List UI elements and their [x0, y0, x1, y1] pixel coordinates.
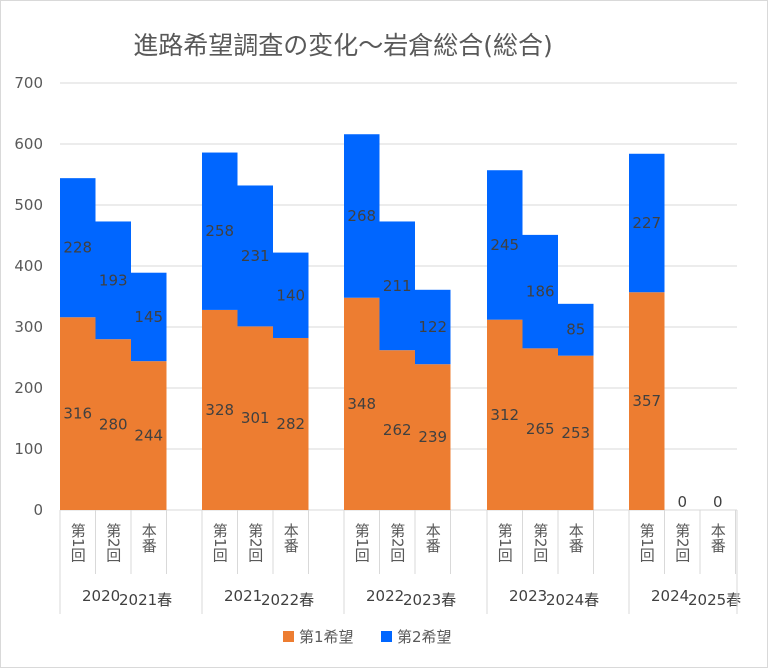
data-label-second-choice: 85 — [566, 321, 585, 339]
data-label-second-choice: 145 — [134, 308, 163, 326]
data-label-second-choice: 258 — [205, 222, 234, 240]
y-tick-label: 200 — [14, 379, 43, 397]
bar-first-choice — [522, 348, 558, 510]
bar-first-choice — [202, 309, 238, 510]
data-label-first-choice: 244 — [134, 427, 163, 445]
data-label-second-choice: 268 — [347, 207, 376, 225]
group-sublabel: 2021春 — [119, 591, 172, 609]
bar-second-choice — [131, 272, 167, 362]
data-label-first-choice: 328 — [205, 401, 234, 419]
data-label-first-choice: 253 — [561, 424, 590, 442]
data-label-second-choice: 211 — [383, 277, 412, 295]
data-label-second-choice: 186 — [526, 283, 555, 301]
group-label: 2024 — [651, 587, 689, 605]
data-label-first-choice: 262 — [383, 421, 412, 439]
data-label-zero: 0 — [677, 493, 687, 511]
data-labels: 316 228 280 193 244 145 328 258 301 231 282 140 348 2… — [63, 207, 722, 511]
data-label-first-choice: 239 — [418, 428, 447, 446]
bar-second-choice — [202, 152, 238, 310]
data-label-second-choice: 227 — [632, 214, 661, 232]
y-tick-label: 600 — [14, 135, 43, 153]
legend-entry: 第1希望 — [299, 628, 354, 646]
bar-first-choice — [237, 326, 273, 510]
group-label: 2022 — [366, 587, 404, 605]
bar-second-choice — [558, 303, 594, 356]
category-label: 第2回 — [246, 522, 264, 563]
category-label: 第1回 — [211, 522, 229, 563]
bar-second-choice — [522, 234, 558, 349]
category-label: 本番 — [140, 523, 158, 553]
category-label: 第1回 — [353, 522, 371, 563]
category-label: 本番 — [567, 523, 585, 553]
data-label-zero: 0 — [713, 493, 723, 511]
group-label: 2023 — [509, 587, 547, 605]
bar-first-choice — [629, 292, 665, 510]
legend: 第1希望 第2希望 — [283, 628, 452, 646]
bar-second-choice — [95, 221, 131, 340]
bar-second-choice — [237, 185, 273, 327]
bar-second-choice — [487, 170, 523, 320]
y-tick-label: 100 — [14, 440, 43, 458]
y-tick-label: 400 — [14, 257, 43, 275]
data-label-second-choice: 140 — [276, 286, 305, 304]
data-label-second-choice: 228 — [63, 239, 92, 257]
category-label: 第1回 — [638, 522, 656, 563]
bar-second-choice — [415, 289, 451, 365]
category-label: 本番 — [424, 523, 442, 553]
bar-first-choice — [60, 317, 96, 510]
data-label-second-choice: 122 — [418, 318, 447, 336]
data-label-second-choice: 245 — [490, 236, 519, 254]
data-label-first-choice: 348 — [347, 395, 376, 413]
bar-second-choice — [344, 134, 380, 298]
y-axis: 0 100 200 300 400 500 600 700 — [14, 74, 43, 519]
legend-swatch — [283, 631, 294, 642]
group-sublabel: 2022春 — [261, 591, 314, 609]
group-label: 2020 — [82, 587, 120, 605]
y-tick-label: 500 — [14, 196, 43, 214]
data-label-first-choice: 312 — [490, 406, 519, 424]
legend-swatch — [381, 631, 392, 642]
bar-first-choice — [95, 339, 131, 510]
data-label-first-choice: 301 — [241, 409, 270, 427]
y-tick-label: 300 — [14, 318, 43, 336]
legend-entry: 第2希望 — [397, 628, 452, 646]
category-label: 第1回 — [69, 522, 87, 563]
data-label-first-choice: 316 — [63, 405, 92, 423]
category-label: 本番 — [709, 523, 727, 553]
bar-first-choice — [558, 355, 594, 510]
data-label-second-choice: 193 — [99, 271, 128, 289]
data-label-first-choice: 280 — [99, 416, 128, 434]
data-label-first-choice: 265 — [526, 420, 555, 438]
y-tick-label: 0 — [33, 501, 43, 519]
category-label: 第1回 — [496, 522, 514, 563]
data-label-second-choice: 231 — [241, 247, 270, 265]
bar-second-choice — [60, 178, 96, 318]
bar-first-choice — [273, 337, 309, 510]
bar-first-choice — [131, 361, 167, 510]
category-label: 第2回 — [104, 522, 122, 563]
group-label: 2021 — [224, 587, 262, 605]
chart-title: 進路希望調査の変化～岩倉総合(総合) — [133, 31, 553, 60]
category-label: 第2回 — [531, 522, 549, 563]
category-label: 第2回 — [388, 522, 406, 563]
bar-first-choice — [487, 319, 523, 510]
bar-first-choice — [379, 350, 415, 510]
bar-second-choice — [273, 252, 309, 338]
bar-second-choice — [379, 221, 415, 351]
group-sublabel: 2023春 — [403, 591, 456, 609]
y-tick-label: 700 — [14, 74, 43, 92]
group-sublabel: 2024春 — [546, 591, 599, 609]
group-sublabel: 2025春 — [688, 591, 741, 609]
category-label: 第2回 — [673, 522, 691, 563]
category-label: 本番 — [282, 523, 300, 553]
data-label-first-choice: 282 — [276, 415, 305, 433]
data-label-first-choice: 357 — [632, 392, 661, 410]
bar-first-choice — [415, 364, 451, 510]
bar-first-choice — [344, 297, 380, 510]
bars — [60, 134, 665, 510]
bar-second-choice — [629, 153, 665, 293]
